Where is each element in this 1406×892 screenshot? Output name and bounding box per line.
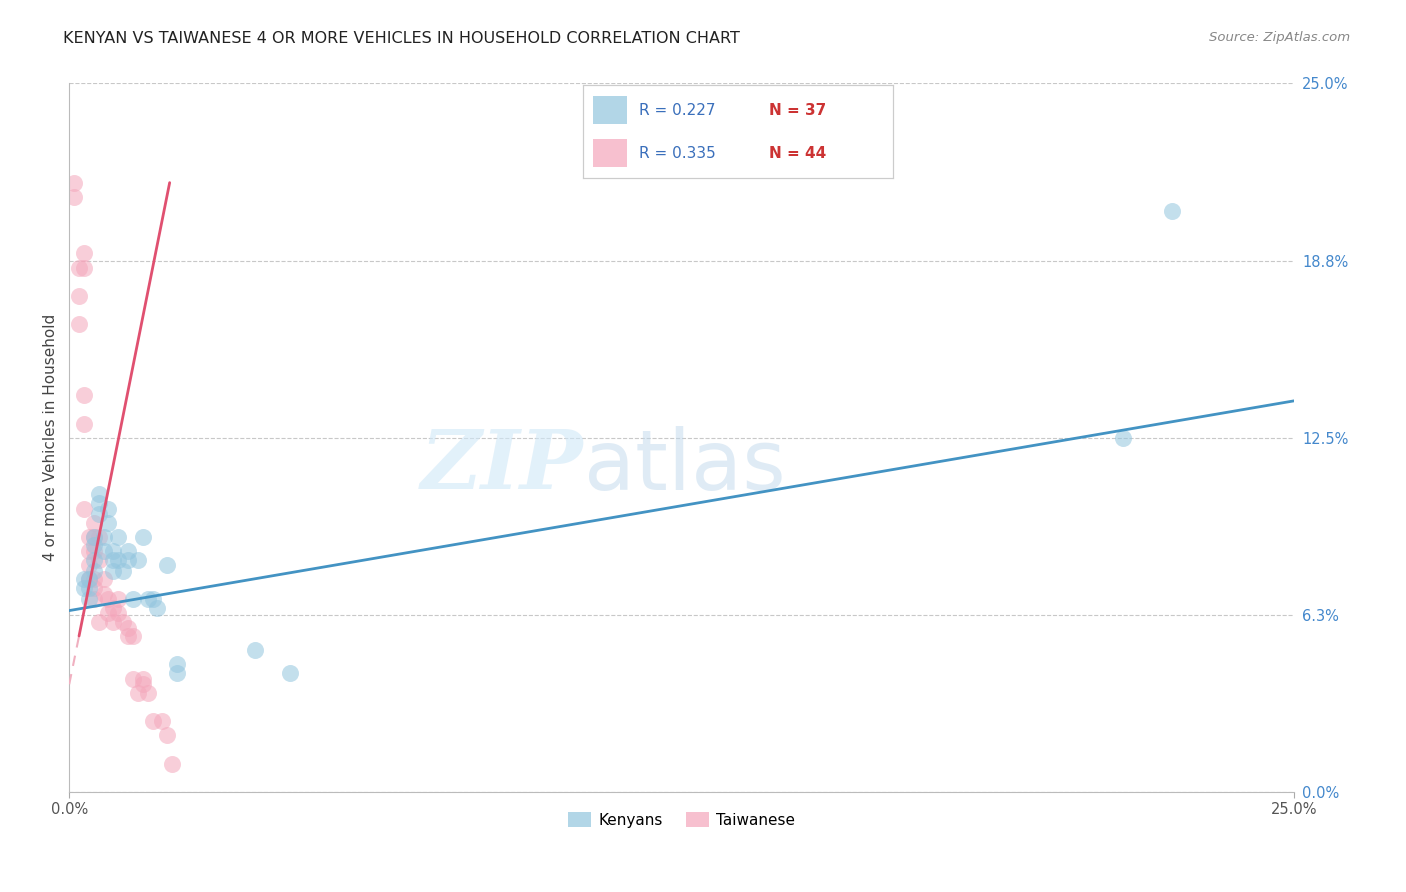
Point xyxy=(150,714,173,728)
Point xyxy=(97,516,120,530)
Point xyxy=(67,318,90,332)
Point xyxy=(136,686,159,700)
Point xyxy=(67,260,90,275)
Point xyxy=(87,615,110,629)
Point xyxy=(132,677,155,691)
Point xyxy=(127,686,149,700)
Y-axis label: 4 or more Vehicles in Household: 4 or more Vehicles in Household xyxy=(44,314,58,561)
Point xyxy=(122,629,145,643)
Point xyxy=(103,615,125,629)
Point xyxy=(141,592,163,607)
Point xyxy=(73,388,96,402)
Point xyxy=(77,581,100,595)
Point xyxy=(112,564,135,578)
Point xyxy=(117,621,139,635)
Point xyxy=(132,672,155,686)
Point xyxy=(97,501,120,516)
Point xyxy=(117,544,139,558)
Point xyxy=(77,573,100,587)
Point xyxy=(83,530,105,544)
Point xyxy=(97,592,120,607)
Text: ZIP: ZIP xyxy=(420,426,583,506)
Point xyxy=(87,487,110,501)
Point xyxy=(127,552,149,566)
Point xyxy=(122,672,145,686)
Point xyxy=(83,552,105,566)
Point xyxy=(77,544,100,558)
Text: R = 0.335: R = 0.335 xyxy=(640,145,716,161)
Point xyxy=(73,246,96,260)
Point xyxy=(67,289,90,303)
Point xyxy=(73,581,96,595)
Text: R = 0.227: R = 0.227 xyxy=(640,103,716,118)
Point xyxy=(87,496,110,510)
Point xyxy=(103,552,125,566)
Point xyxy=(77,558,100,573)
Point xyxy=(63,190,86,204)
Point xyxy=(156,558,179,573)
Point xyxy=(83,581,105,595)
FancyBboxPatch shape xyxy=(593,139,627,167)
Point xyxy=(103,600,125,615)
Text: N = 37: N = 37 xyxy=(769,103,827,118)
Point xyxy=(83,544,105,558)
Point xyxy=(83,564,105,578)
Text: Source: ZipAtlas.com: Source: ZipAtlas.com xyxy=(1209,31,1350,45)
Point xyxy=(117,629,139,643)
Point xyxy=(122,592,145,607)
Point xyxy=(107,530,129,544)
Point xyxy=(83,573,105,587)
Point xyxy=(77,573,100,587)
Legend: Kenyans, Taiwanese: Kenyans, Taiwanese xyxy=(562,805,801,834)
Point xyxy=(117,552,139,566)
Point xyxy=(93,544,115,558)
Point xyxy=(112,615,135,629)
Point xyxy=(73,501,96,516)
Point xyxy=(132,530,155,544)
Point xyxy=(136,592,159,607)
Point xyxy=(93,586,115,600)
Point xyxy=(166,665,188,680)
Point xyxy=(103,544,125,558)
Point xyxy=(103,564,125,578)
Point xyxy=(73,260,96,275)
Point xyxy=(93,573,115,587)
Point xyxy=(83,530,105,544)
Text: atlas: atlas xyxy=(583,425,786,507)
Point xyxy=(83,516,105,530)
Point xyxy=(73,417,96,431)
Point xyxy=(107,607,129,621)
Point xyxy=(107,552,129,566)
Point xyxy=(1111,431,1133,445)
Point xyxy=(141,714,163,728)
FancyBboxPatch shape xyxy=(593,96,627,124)
Point xyxy=(146,600,169,615)
Point xyxy=(278,665,301,680)
Point xyxy=(166,657,188,672)
Point xyxy=(77,530,100,544)
Point xyxy=(107,592,129,607)
Point xyxy=(83,538,105,552)
Text: KENYAN VS TAIWANESE 4 OR MORE VEHICLES IN HOUSEHOLD CORRELATION CHART: KENYAN VS TAIWANESE 4 OR MORE VEHICLES I… xyxy=(63,31,740,46)
Text: N = 44: N = 44 xyxy=(769,145,827,161)
Point xyxy=(83,592,105,607)
Point xyxy=(97,607,120,621)
Point xyxy=(1160,204,1182,219)
Point xyxy=(156,728,179,742)
Point xyxy=(93,530,115,544)
Point xyxy=(87,530,110,544)
Point xyxy=(87,552,110,566)
Point xyxy=(87,507,110,521)
Point xyxy=(77,592,100,607)
Point xyxy=(160,756,183,771)
Point xyxy=(63,176,86,190)
Point xyxy=(245,643,267,657)
Point xyxy=(73,573,96,587)
